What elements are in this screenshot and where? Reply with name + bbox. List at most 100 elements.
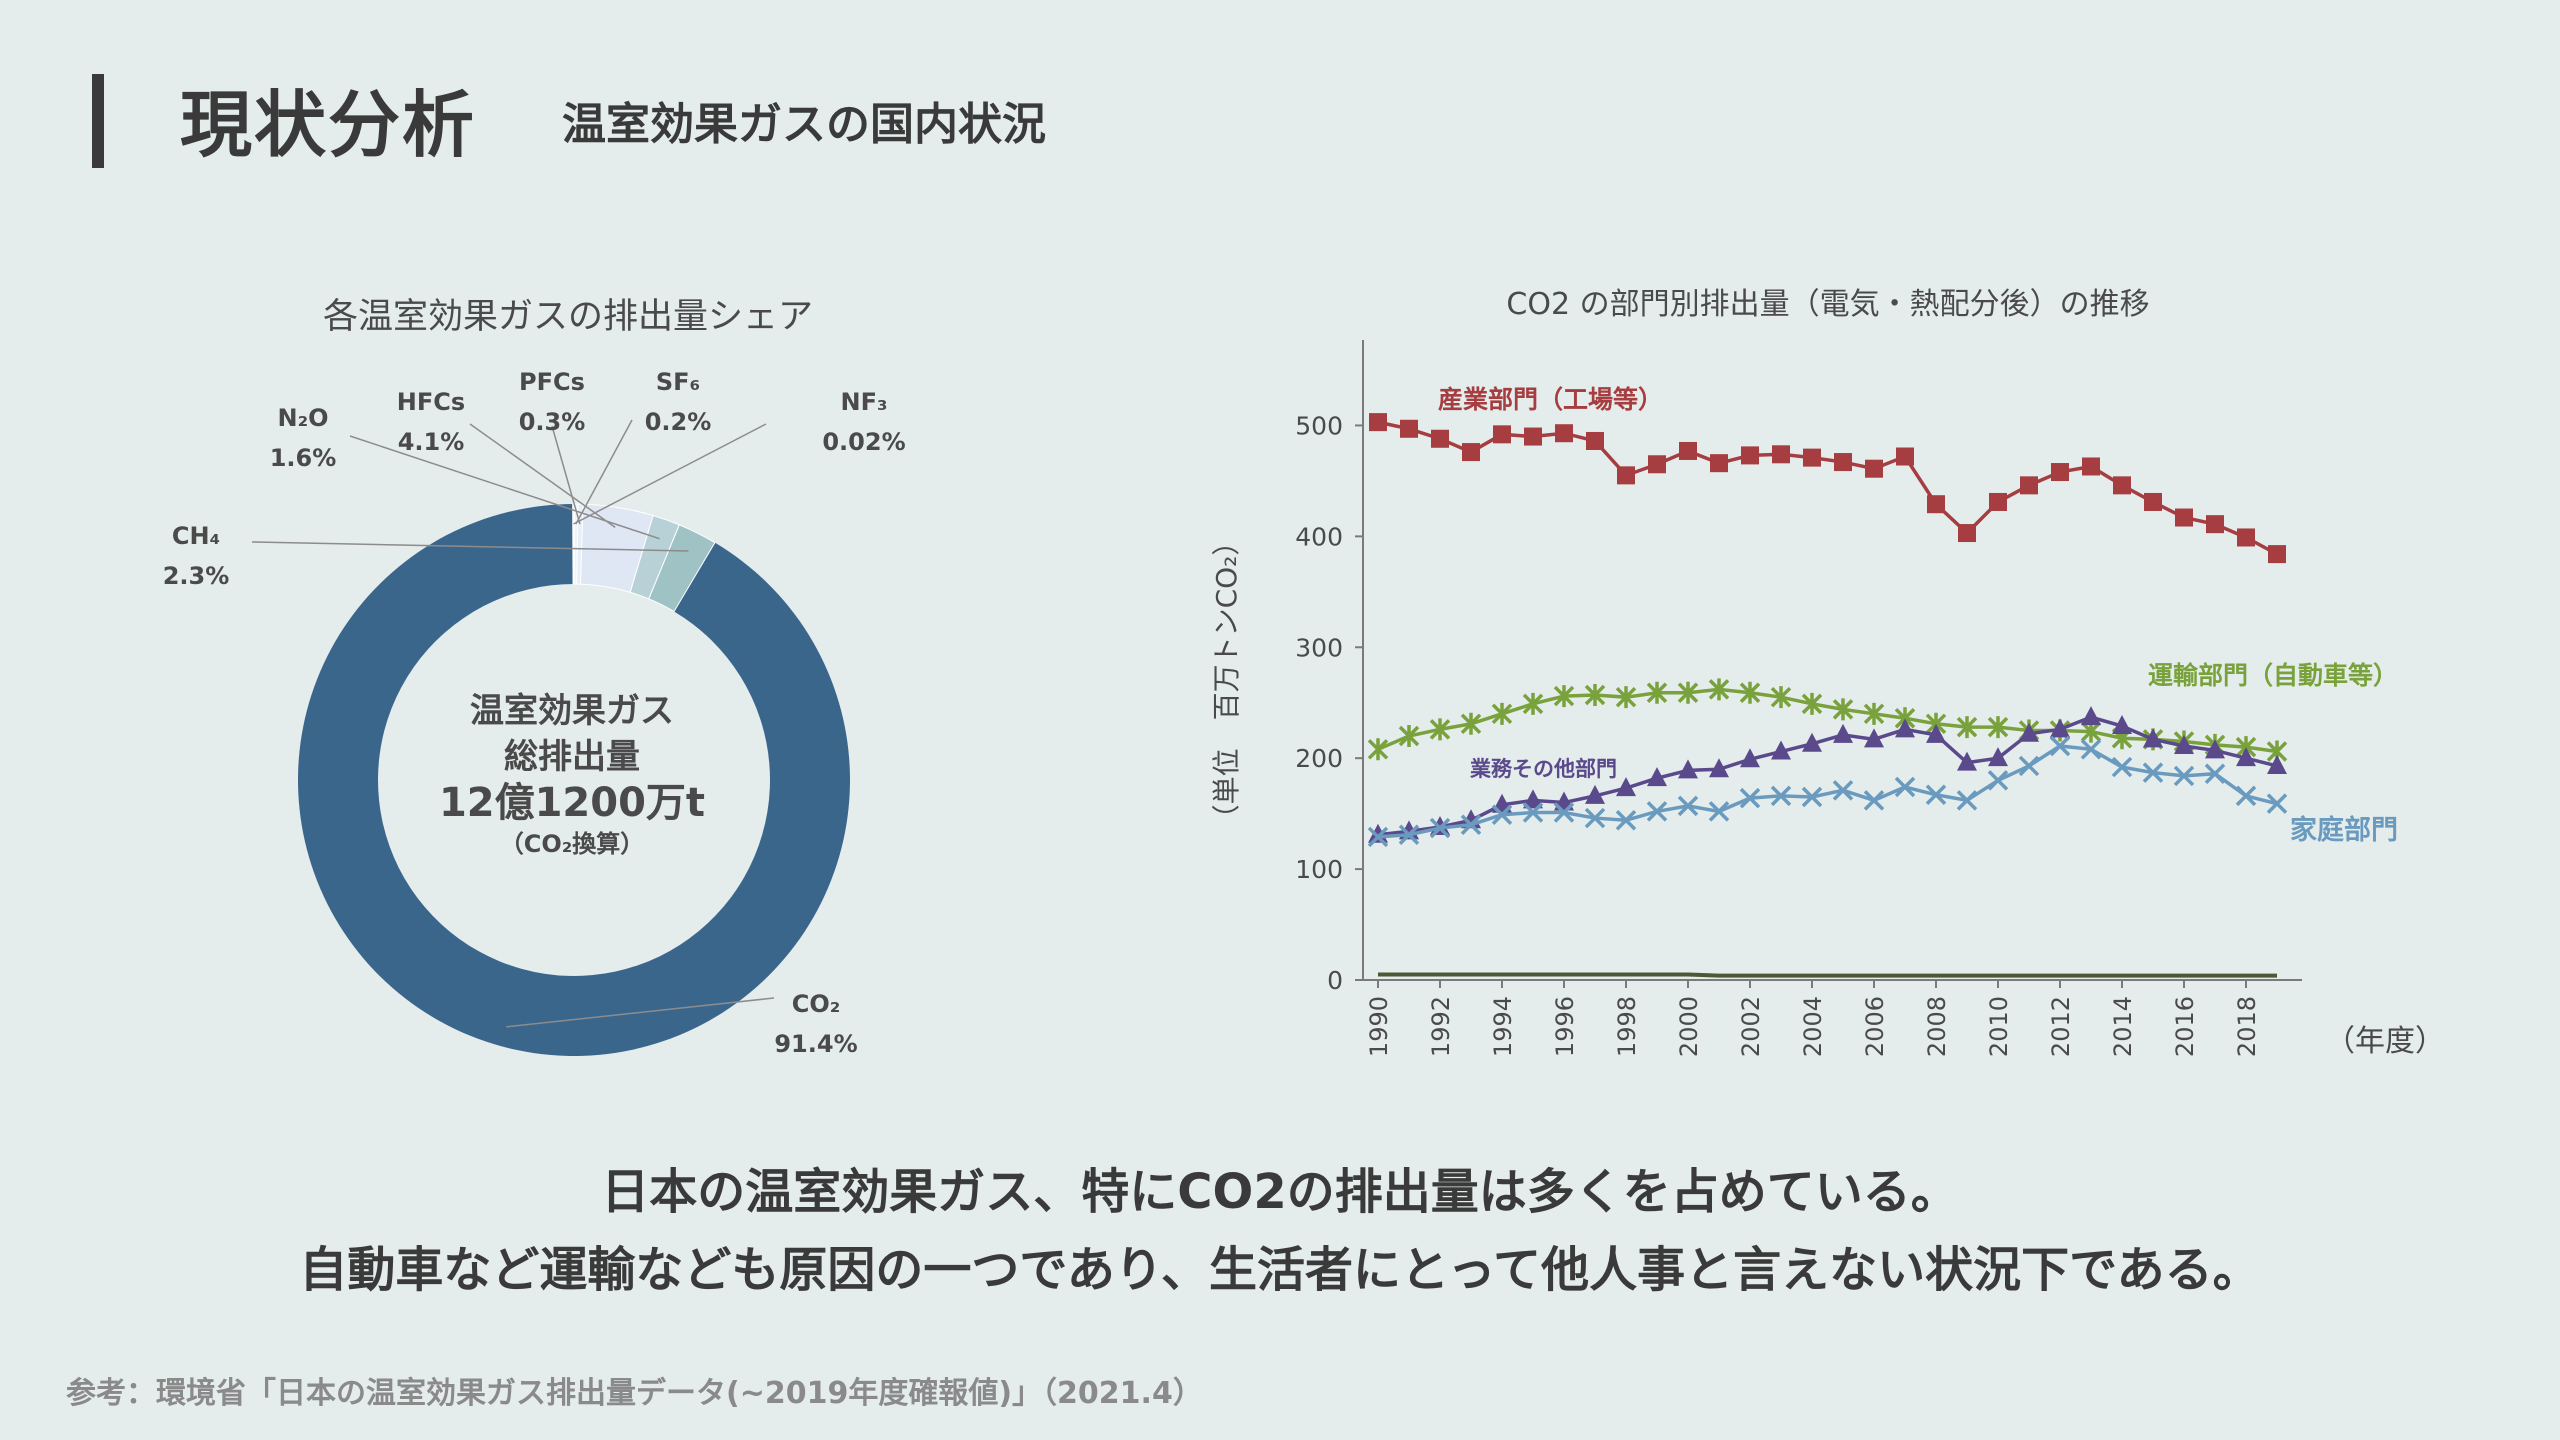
slice-value-label: 0.3%: [519, 408, 586, 436]
data-point-marker: [1460, 814, 1482, 835]
data-point-marker: [1679, 441, 1697, 460]
x-tick-label: 2018: [2233, 996, 2261, 1057]
data-point-marker: [1462, 443, 1480, 462]
data-point-marker: [1803, 448, 1821, 467]
data-point-marker: [1739, 681, 1761, 704]
data-point-marker: [2082, 457, 2100, 476]
data-point-marker: [1522, 802, 1544, 823]
data-point-marker: [1958, 524, 1976, 543]
x-tick-label: 2014: [2109, 996, 2137, 1057]
data-point-marker: [1584, 683, 1606, 706]
data-point-marker: [1987, 716, 2009, 739]
series-line: [1378, 972, 2277, 978]
data-point-marker: [2113, 476, 2131, 495]
data-point-marker: [1524, 427, 1542, 446]
data-point-marker: [1987, 770, 2009, 791]
series-label-transport: 運輸部門（自動車等）: [2148, 661, 2398, 690]
data-point-marker: [1770, 785, 1792, 807]
x-tick-label: 1996: [1551, 996, 1579, 1057]
data-point-marker: [1865, 459, 1883, 478]
data-point-marker: [1400, 419, 1418, 438]
data-point-marker: [1708, 678, 1730, 701]
key-message-line1: 日本の温室効果ガス、特にCO2の排出量は多くを占めている。: [601, 1164, 1959, 1220]
y-tick-label: 300: [1295, 633, 1343, 662]
leader-line-3: [469, 423, 616, 528]
data-point-marker: [1709, 758, 1729, 778]
slice-value-label: 1.6%: [270, 444, 337, 472]
data-point-marker: [1740, 748, 1760, 768]
title-accent-bar: [92, 74, 104, 168]
x-tick-label: 2004: [1799, 996, 1827, 1057]
data-point-marker: [1646, 681, 1668, 704]
data-point-marker: [1615, 810, 1637, 831]
donut-center-total: 12億1200万t: [439, 780, 705, 826]
data-point-marker: [2144, 492, 2162, 511]
x-tick-label: 1994: [1489, 996, 1517, 1057]
data-point-marker: [1367, 826, 1389, 848]
x-axis-label: （年度）: [2325, 1024, 2440, 1059]
data-point-marker: [1770, 686, 1792, 709]
data-point-marker: [1677, 795, 1699, 817]
data-point-marker: [1678, 759, 1698, 779]
donut-leader-lines: [251, 419, 775, 1028]
data-point-marker: [1988, 747, 2008, 767]
data-point-marker: [2019, 722, 2039, 742]
data-point-marker: [1616, 777, 1636, 797]
data-point-marker: [1431, 429, 1449, 448]
data-point-marker: [1429, 817, 1451, 839]
data-point-marker: [2266, 793, 2288, 814]
series-label-commercial: 業務その他部門: [1470, 757, 1617, 781]
data-point-marker: [1585, 784, 1605, 804]
data-point-marker: [1741, 446, 1759, 465]
series-line: [1377, 687, 2278, 754]
y-tick-label: 500: [1295, 411, 1343, 440]
data-point-marker: [1832, 698, 1854, 721]
data-point-marker: [2050, 718, 2070, 738]
x-tick-label: 1990: [1365, 996, 1393, 1057]
line-chart: CO2 の部門別排出量（電気・熱配分後）の推移 （単位 百万トンCO₂） （年度…: [1210, 287, 2440, 1059]
data-point-marker: [1369, 413, 1387, 432]
donut-center-line1: 温室効果ガス: [470, 691, 674, 731]
slice-value-label: 91.4%: [774, 1030, 857, 1058]
donut-labels: CO₂ 91.4% CH₄ 2.3% N₂O 1.6% HFCs 4.1% PFCs 0.3% SF…: [163, 368, 906, 1058]
y-tick-label: 0: [1327, 966, 1343, 995]
data-point-marker: [1863, 790, 1885, 811]
series-line: [1377, 420, 2278, 556]
data-point-marker: [2235, 785, 2257, 807]
leader-line-0: [506, 997, 775, 1028]
series-2: [1368, 706, 2287, 843]
series-3: [1367, 735, 2288, 848]
data-point-marker: [1925, 784, 1947, 806]
series-4: [1378, 972, 2277, 978]
key-message-line2: 自動車など運輸なども原因の一つであり、生活者にとって他人事と言えない状況下である…: [299, 1242, 2261, 1298]
data-point-marker: [1617, 466, 1635, 485]
slice-name-label: N₂O: [278, 404, 329, 432]
data-point-marker: [1894, 776, 1916, 798]
data-point-marker: [2175, 508, 2193, 527]
data-point-marker: [2267, 754, 2287, 774]
data-point-marker: [1956, 790, 1978, 811]
data-point-marker: [2143, 728, 2163, 748]
data-point-marker: [1429, 718, 1451, 741]
data-point-marker: [1493, 425, 1511, 444]
data-point-marker: [1896, 447, 1914, 466]
slice-name-label: PFCs: [519, 368, 585, 396]
x-tick-label: 2016: [2171, 996, 2199, 1057]
data-point-marker: [1677, 681, 1699, 704]
data-point-marker: [1801, 692, 1823, 715]
data-point-marker: [2237, 528, 2255, 547]
data-point-marker: [1926, 723, 1946, 743]
data-point-marker: [1895, 718, 1915, 738]
donut-chart: 各温室効果ガスの排出量シェア CO₂ 91.4% CH₄ 2.3% N₂O 1.6% HFC…: [163, 297, 906, 1058]
x-tick-label: 2000: [1675, 996, 1703, 1057]
data-point-marker: [1832, 780, 1854, 801]
data-point-marker: [1957, 751, 1977, 771]
data-point-marker: [1739, 787, 1761, 809]
data-point-marker: [2205, 739, 2225, 759]
slice-name-label: HFCs: [397, 388, 465, 416]
y-axis-label: （単位 百万トンCO₂）: [1210, 528, 1243, 833]
data-point-marker: [1460, 712, 1482, 735]
series-label-household: 家庭部門: [2290, 814, 2398, 846]
data-point-marker: [2206, 515, 2224, 534]
data-point-marker: [1772, 445, 1790, 464]
